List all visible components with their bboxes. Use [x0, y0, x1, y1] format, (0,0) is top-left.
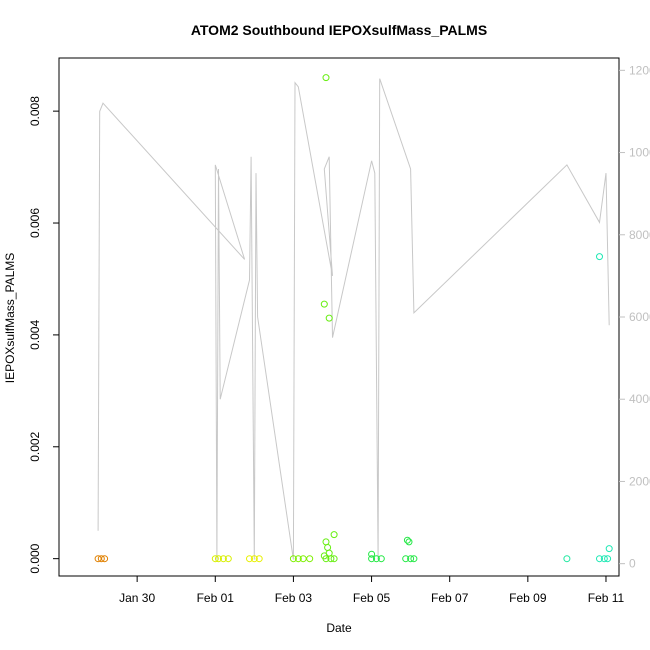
axes: Jan 30 Feb 01 Feb 03 Feb 05 Feb 07 Feb 09 Feb … [28, 57, 650, 605]
data-point [324, 544, 332, 551]
y-tick-label: 0.002 [28, 431, 42, 461]
data-point [596, 253, 603, 261]
data-point [405, 538, 413, 546]
data-point [224, 555, 232, 563]
data-point [246, 555, 253, 563]
x-tick-label: Feb 01 [197, 591, 235, 605]
x-tick-label: Feb 07 [431, 591, 469, 605]
data-point [289, 555, 297, 563]
data-point [327, 555, 335, 563]
plot-frame [58, 57, 620, 577]
data-point [219, 555, 227, 563]
data-point [372, 555, 380, 563]
x-tick-label: Feb 09 [509, 591, 547, 605]
y-tick-label: 0.004 [28, 320, 42, 350]
data-point [97, 555, 105, 563]
y-tick-label: 0.008 [28, 96, 42, 126]
data-point [402, 555, 410, 563]
y2-tick-label: 0 [629, 557, 636, 571]
x-tick-label: Feb 03 [275, 591, 313, 605]
data-point [368, 550, 376, 558]
data-point [403, 536, 411, 544]
data-point [600, 555, 608, 563]
data-point [330, 555, 338, 563]
data-point [325, 314, 333, 322]
y2-tick-label: 12000 [629, 63, 650, 77]
x-tick-label: Feb 11 [588, 591, 625, 605]
data-point [377, 555, 385, 563]
data-point [596, 555, 603, 563]
data-point [250, 555, 258, 563]
point-series [94, 74, 613, 563]
data-point [410, 555, 418, 563]
data-point [322, 74, 330, 82]
data-point [215, 555, 222, 563]
line-series [97, 78, 610, 560]
data-point [211, 555, 219, 563]
data-point [322, 555, 330, 563]
y2-tick-label: 6000 [629, 310, 650, 324]
y2-tick-label: 2000 [629, 474, 650, 488]
data-point [368, 555, 376, 563]
data-point [322, 538, 330, 546]
line-series-path [97, 78, 610, 560]
y2-tick-label: 4000 [629, 392, 650, 406]
x-tick-label: Feb 05 [353, 591, 391, 605]
y-axis-label: IEPOXsulfMass_PALMS [3, 253, 17, 384]
chart-title: ATOM2 Southbound IEPOXsulfMass_PALMS [191, 22, 487, 38]
data-point [306, 555, 314, 563]
data-point [255, 555, 263, 563]
x-tick-label: Jan 30 [119, 591, 155, 605]
data-point [294, 555, 302, 563]
data-point [320, 300, 328, 308]
y2-tick-label: 10000 [629, 146, 650, 160]
data-point [604, 555, 612, 563]
data-point [563, 555, 571, 563]
data-point [330, 531, 338, 539]
data-point [407, 555, 415, 563]
x-axis-label: Date [326, 621, 352, 635]
data-point [101, 555, 109, 563]
data-point [605, 545, 613, 553]
y-tick-label: 0.000 [28, 543, 42, 573]
y-tick-label: 0.006 [28, 208, 42, 238]
y2-tick-label: 8000 [629, 228, 650, 242]
